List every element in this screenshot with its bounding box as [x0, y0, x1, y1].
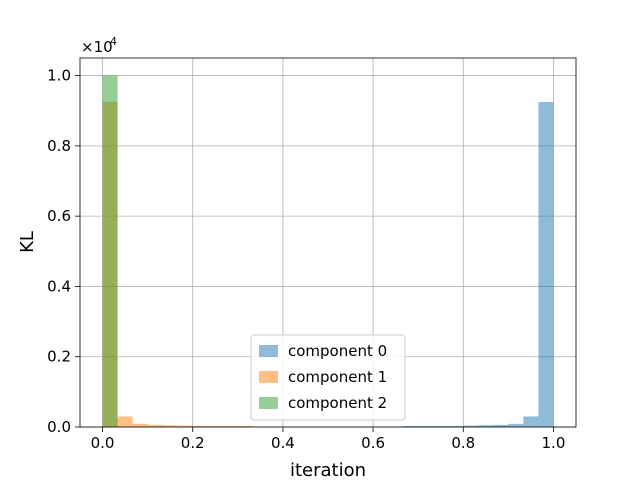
bar-0-28 [523, 416, 539, 427]
bar-1-7 [207, 425, 223, 427]
bar-0-26 [493, 424, 509, 427]
legend-label-1: component 1 [288, 368, 387, 386]
bar-1-5 [177, 425, 193, 427]
axis-ticks: 0.0 0.2 0.4 0.6 0.8 1.0 0.0 0.2 0.4 0.6 0.8 1.0 [47, 67, 565, 452]
x-tick-label: 1.0 [542, 434, 566, 452]
legend-box [250, 334, 406, 421]
grid-lines [80, 58, 576, 428]
bar-1-1 [117, 416, 133, 427]
series-2 [102, 75, 118, 428]
y-axis-label: KL [17, 231, 38, 253]
bar-0-20 [403, 425, 419, 427]
x-tick-label: 0.2 [181, 434, 205, 452]
y-tick-label: 0.4 [47, 277, 71, 295]
bar-1-3 [147, 424, 163, 427]
bar-1-9 [237, 425, 253, 427]
legend-swatch-0 [259, 345, 278, 357]
y-scale-multiplier: ×10 4 [81, 35, 117, 56]
legend-swatch-1 [259, 371, 278, 383]
series-0 [373, 101, 554, 427]
y-tick-label: 0.6 [47, 207, 71, 225]
x-tick-label: 0.6 [361, 434, 385, 452]
bar-1-6 [192, 425, 208, 427]
y-scale-exponent: 4 [110, 35, 117, 48]
y-tick-label: 0.8 [47, 137, 71, 155]
bar-0-23 [448, 425, 464, 427]
bar-0-21 [418, 425, 434, 427]
x-axis-label: iteration [290, 460, 366, 480]
legend-label-0: component 0 [288, 342, 387, 360]
plot-frame [79, 57, 577, 428]
bar-0-25 [478, 425, 494, 427]
x-tick-label: 0.0 [91, 434, 115, 452]
bar-0-24 [463, 425, 479, 427]
y-tick-label: 0.2 [47, 348, 71, 366]
legend-swatch-2 [259, 397, 278, 409]
bar-0-29 [538, 101, 554, 427]
y-scale-base: ×10 [81, 38, 113, 56]
y-tick-label: 0.0 [47, 418, 71, 436]
bar-1-8 [222, 425, 238, 427]
bar-1-2 [132, 423, 148, 427]
bar-1-4 [162, 425, 178, 427]
legend-label-2: component 2 [288, 394, 387, 412]
bar-2-0 [102, 75, 118, 428]
x-tick-label: 0.8 [451, 434, 475, 452]
y-tick-label: 1.0 [47, 67, 71, 85]
bar-0-22 [433, 425, 449, 427]
histogram-bars [102, 75, 554, 428]
bar-0-27 [508, 423, 524, 427]
legend: component 0 component 1 component 2 [250, 334, 406, 421]
x-tick-label: 0.4 [271, 434, 295, 452]
